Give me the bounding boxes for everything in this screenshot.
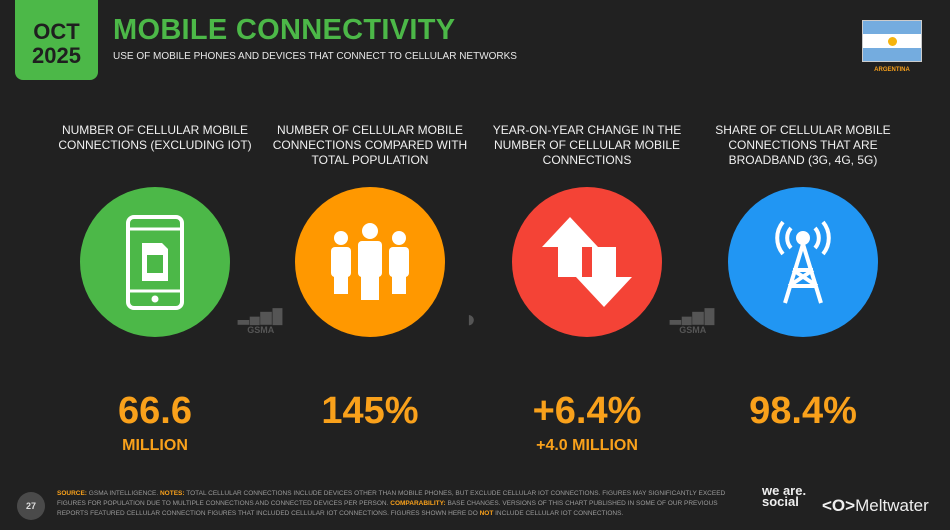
argentina-flag-icon [862, 20, 922, 62]
page-title: MOBILE CONNECTIVITY [113, 14, 456, 46]
year: 2025 [32, 43, 81, 68]
gsma-logo: ▂▄▆█ GSMA [238, 308, 284, 335]
stat-label: NUMBER OF CELLULAR MOBILE CONNECTIONS (E… [58, 123, 252, 152]
stat-sub: MILLION [122, 437, 188, 454]
stat-vs-population: NUMBER OF CELLULAR MOBILE CONNECTIONS CO… [270, 123, 470, 431]
gsma-logo: ▂▄▆█ GSMA [670, 308, 716, 335]
footer-notes: SOURCE: GSMA INTELLIGENCE. NOTES: TOTAL … [57, 490, 726, 517]
we-are-social-logo: we are. social [762, 483, 807, 509]
page-number: 27 [17, 492, 45, 520]
stat-broadband-share: SHARE OF CELLULAR MOBILE CONNECTIONS THA… [703, 123, 903, 431]
up-down-arrows-icon [512, 187, 662, 337]
people-icon [295, 187, 445, 337]
stat-yoy-change: YEAR-ON-YEAR CHANGE IN THE NUMBER OF CEL… [487, 123, 687, 455]
stat-sub: +4.0 MILLION [536, 437, 638, 454]
country-label: ARGENTINA [874, 67, 910, 73]
cell-tower-icon [728, 187, 878, 337]
stat-label: SHARE OF CELLULAR MOBILE CONNECTIONS THA… [715, 123, 891, 167]
mobile-phone-sim-icon [80, 187, 230, 337]
stat-connections: NUMBER OF CELLULAR MOBILE CONNECTIONS (E… [55, 123, 255, 455]
month: OCT [33, 19, 80, 44]
date-badge: OCT 2025 [15, 0, 98, 80]
stat-value: +6.4% [532, 390, 642, 432]
stat-value: 66.6 [118, 390, 192, 432]
meltwater-logo: <O>Meltwater [822, 496, 929, 515]
stat-label: NUMBER OF CELLULAR MOBILE CONNECTIONS CO… [272, 123, 468, 167]
datareportal-logo-icon: ◗ [464, 306, 479, 333]
stat-value: 145% [321, 390, 419, 432]
page-subtitle: USE OF MOBILE PHONES AND DEVICES THAT CO… [113, 51, 517, 62]
stat-label: YEAR-ON-YEAR CHANGE IN THE NUMBER OF CEL… [492, 123, 682, 167]
stat-value: 98.4% [749, 390, 857, 432]
